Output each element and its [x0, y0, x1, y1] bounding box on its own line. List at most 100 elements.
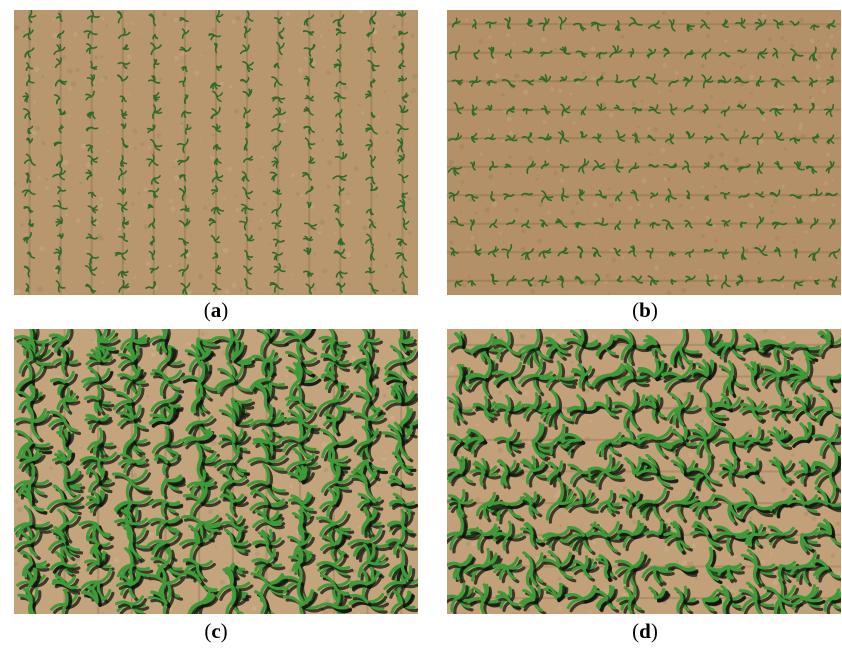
plant-leaf: [122, 438, 133, 455]
plant-leaf: [581, 165, 585, 174]
soil-speckle: [758, 262, 761, 265]
plant-leaf: [299, 452, 316, 465]
plant-leaf: [555, 221, 563, 225]
plant-leaf: [369, 208, 373, 216]
plant-leaf: [636, 275, 643, 282]
plant-leaf: [735, 280, 744, 285]
plant-shadow: [319, 402, 338, 417]
soil-speckle: [347, 282, 350, 285]
soil-speckle: [376, 115, 380, 120]
plant-leaf: [119, 95, 125, 99]
soil-speckle: [527, 63, 529, 65]
soil-speckle: [94, 55, 99, 60]
plant-leaf: [226, 566, 234, 587]
soil-speckle: [56, 374, 60, 378]
soil-speckle: [318, 383, 321, 386]
plant-shadow: [232, 502, 238, 518]
soil-speckle: [646, 86, 649, 89]
plant-leaf: [29, 159, 36, 167]
soil-speckle: [38, 261, 40, 264]
soil-speckle: [535, 177, 539, 181]
soil-speckle: [475, 497, 481, 503]
soil-speckle: [484, 207, 490, 213]
plant-leaf: [276, 252, 284, 256]
plant-leaf: [62, 397, 78, 403]
plant-leaf: [544, 18, 550, 26]
soil-speckle: [355, 226, 358, 229]
soil-speckle: [468, 198, 472, 202]
plant-leaf: [282, 595, 303, 607]
soil-speckle: [338, 424, 341, 426]
plant-leaf: [630, 191, 637, 196]
soil-speckle: [700, 63, 705, 68]
plant-leaf: [398, 154, 404, 161]
soil-speckle: [101, 17, 105, 21]
plant-shadow: [201, 459, 222, 467]
plant-leaf: [774, 249, 781, 253]
soil-speckle: [578, 453, 581, 456]
plant-shadow: [64, 496, 85, 506]
soil-speckle: [356, 611, 361, 614]
soil-speckle: [556, 79, 559, 82]
plant-shadow: [31, 524, 54, 531]
plant-leaf: [508, 374, 520, 392]
plant-leaf: [91, 126, 99, 130]
plant-leaf: [679, 360, 693, 380]
plant-shadow: [233, 344, 248, 364]
plant-leaf: [559, 275, 564, 283]
soil-speckle: [14, 561, 19, 566]
plant-leaf: [737, 166, 746, 170]
soil-speckle: [547, 276, 551, 281]
soil-speckle: [105, 24, 109, 28]
soil-speckle: [607, 275, 610, 278]
field-image-a: [14, 10, 418, 295]
soil-speckle: [99, 236, 104, 241]
plant-leaf: [533, 344, 551, 361]
soil-speckle: [660, 147, 666, 153]
soil-speckle: [146, 394, 150, 398]
plant-leaf: [307, 271, 310, 278]
plant-leaf: [230, 540, 249, 546]
plant-leaf: [334, 206, 340, 213]
soil-speckle: [137, 37, 140, 40]
soil-speckle: [235, 15, 240, 21]
soil-speckle: [504, 443, 506, 445]
plant-leaf: [830, 19, 835, 25]
soil-speckle: [712, 223, 717, 228]
plant-leaf: [196, 563, 205, 580]
plant-leaf: [397, 127, 403, 135]
plant-leaf: [320, 428, 337, 445]
soil-speckle: [79, 181, 83, 185]
soil-speckle: [350, 355, 356, 361]
soil-speckle: [479, 152, 483, 156]
plant-leaf: [90, 145, 94, 154]
plant-shadow: [201, 487, 211, 506]
plant-leaf: [369, 154, 373, 163]
soil-speckle: [519, 333, 526, 340]
soil-speckle: [102, 611, 105, 614]
plant-leaf: [604, 334, 614, 348]
plant-leaf: [50, 528, 66, 543]
plant-shadow: [126, 462, 137, 477]
plant-leaf: [793, 137, 801, 141]
plant-shadow: [646, 344, 661, 352]
plant-leaf: [580, 51, 586, 58]
plant-leaf: [245, 192, 251, 200]
soil-speckle: [830, 64, 834, 68]
soil-speckle: [325, 598, 330, 603]
soil-speckle: [755, 180, 758, 183]
plant-leaf: [229, 329, 242, 343]
plant-leaf: [521, 223, 527, 228]
soil-speckle: [184, 194, 189, 198]
soil-speckle: [538, 202, 544, 208]
soil-speckle: [32, 130, 37, 136]
plant-leaf: [371, 287, 379, 292]
soil-speckle: [151, 55, 153, 58]
soil-speckle: [721, 177, 724, 180]
plant-shadow: [125, 441, 137, 458]
plant-leaf: [338, 19, 342, 27]
soil-speckle: [212, 195, 215, 198]
soil-speckle: [495, 73, 501, 79]
soil-speckle: [616, 361, 618, 363]
soil-speckle: [147, 467, 152, 472]
